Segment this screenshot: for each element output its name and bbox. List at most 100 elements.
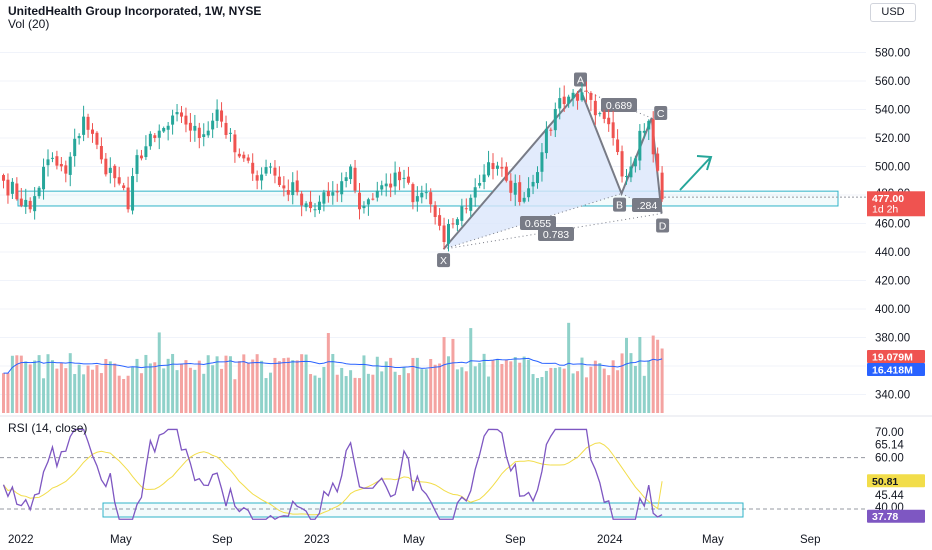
- support-zone-rsi: [102, 502, 744, 518]
- price-tick-label: 500.00: [875, 162, 910, 174]
- candle-body: [211, 120, 215, 130]
- volume-bar: [86, 365, 90, 413]
- volume-bar: [171, 353, 175, 413]
- candle-body: [273, 167, 277, 176]
- volume-bar: [273, 357, 277, 413]
- candle-body: [28, 200, 32, 210]
- volume-bar: [366, 373, 370, 413]
- volume-ma-badge: 16.418M: [867, 363, 925, 377]
- volume-bar: [478, 362, 482, 413]
- rsi-tick-label: 60.00: [875, 453, 904, 465]
- volume-bar: [255, 354, 259, 413]
- volume-bar: [335, 374, 339, 413]
- pattern-bcd-fill: [621, 118, 662, 214]
- candle-body: [522, 197, 526, 202]
- volume-bar: [518, 362, 522, 413]
- candle-body: [153, 135, 157, 138]
- time-tick-label: Sep: [800, 534, 820, 546]
- candle-body: [540, 152, 544, 172]
- candle-body: [224, 122, 228, 135]
- symbol-title[interactable]: UnitedHealth Group Incorporated, 1W, NYS…: [8, 4, 262, 18]
- price-tick-label: 580.00: [875, 48, 910, 60]
- volume-bar: [33, 360, 37, 413]
- volume-bar: [95, 365, 99, 413]
- ratio-bcd-box: [632, 198, 662, 212]
- candle-body: [602, 112, 606, 119]
- candle-body: [246, 157, 250, 161]
- volume-bar: [571, 373, 575, 413]
- volume-bar: [117, 375, 121, 413]
- volume-bar: [616, 370, 620, 413]
- candle-body: [108, 167, 112, 173]
- volume-bar: [647, 360, 651, 413]
- candle-body: [99, 146, 103, 160]
- candle-body: [531, 181, 535, 187]
- candle-body: [638, 130, 642, 161]
- volume-bar: [580, 357, 584, 413]
- price-tick-label: 420.00: [875, 276, 910, 288]
- volume-bar: [362, 355, 366, 413]
- candle-body: [549, 129, 553, 131]
- candle-body: [269, 166, 272, 168]
- volume-bar: [402, 366, 406, 413]
- volume-bar: [220, 368, 224, 413]
- volume-bar: [148, 363, 152, 413]
- volume-bar: [277, 361, 281, 413]
- volume-bar: [211, 365, 215, 413]
- candle-body: [135, 155, 139, 174]
- candle-body: [616, 139, 620, 153]
- price-tick-label: 400.00: [875, 304, 910, 316]
- point-a-label: A: [574, 72, 587, 87]
- ratio-xab-box: [520, 216, 556, 230]
- volume-bar: [509, 361, 513, 413]
- volume-bar: [300, 354, 304, 413]
- price-axis[interactable]: 580.00 560.00 540.00 520.00 500.00 460.00 440.…: [875, 48, 910, 503]
- volume-bar: [77, 364, 81, 413]
- projection-arrow: [679, 155, 713, 191]
- candle-body: [15, 183, 19, 200]
- time-axis[interactable]: 2022 May Sep 2023 May Sep 2024 May Sep: [8, 534, 820, 546]
- candle-body: [362, 205, 366, 209]
- support-zone-price: [17, 190, 839, 207]
- volume-bar: [188, 367, 192, 413]
- currency-button[interactable]: USD: [870, 3, 916, 22]
- candle-body: [175, 112, 179, 115]
- point-a-label-box: [574, 72, 587, 87]
- candle-body: [277, 176, 281, 186]
- volume-bar: [15, 355, 19, 413]
- rsi-legend[interactable]: RSI (14, close): [8, 421, 88, 435]
- volume-bar: [264, 378, 268, 413]
- rsi-lines: [2, 428, 663, 521]
- candle-body: [651, 119, 655, 155]
- candle-body: [233, 134, 237, 153]
- candle-body: [184, 115, 188, 125]
- volume-ma-line: [3, 357, 663, 374]
- volume-bar: [193, 369, 197, 413]
- volume-bar: [629, 353, 633, 413]
- candle-body: [455, 219, 459, 225]
- volume-bar: [340, 367, 344, 413]
- candle-body: [255, 175, 259, 181]
- volume-legend[interactable]: Vol (20): [8, 17, 50, 31]
- volume-bar: [166, 358, 170, 413]
- volume-bar: [371, 374, 375, 413]
- candle-body: [371, 198, 375, 200]
- volume-bar: [447, 356, 450, 413]
- volume-bar: [162, 368, 166, 413]
- point-d-label-box: [656, 218, 670, 233]
- candle-body: [171, 115, 175, 125]
- candle-body: [442, 225, 446, 243]
- volume-bar: [42, 378, 46, 413]
- candle-body: [193, 125, 197, 131]
- candle-body: [482, 174, 486, 183]
- candle-body: [353, 167, 357, 191]
- volume-bar: [73, 374, 77, 413]
- candle-body: [68, 156, 72, 175]
- candle-body: [469, 197, 473, 211]
- point-c-label-box: [654, 106, 668, 121]
- candle-body: [46, 159, 50, 166]
- volume-bar: [527, 359, 531, 413]
- candle-body: [166, 125, 170, 130]
- point-d-label: D: [656, 218, 670, 233]
